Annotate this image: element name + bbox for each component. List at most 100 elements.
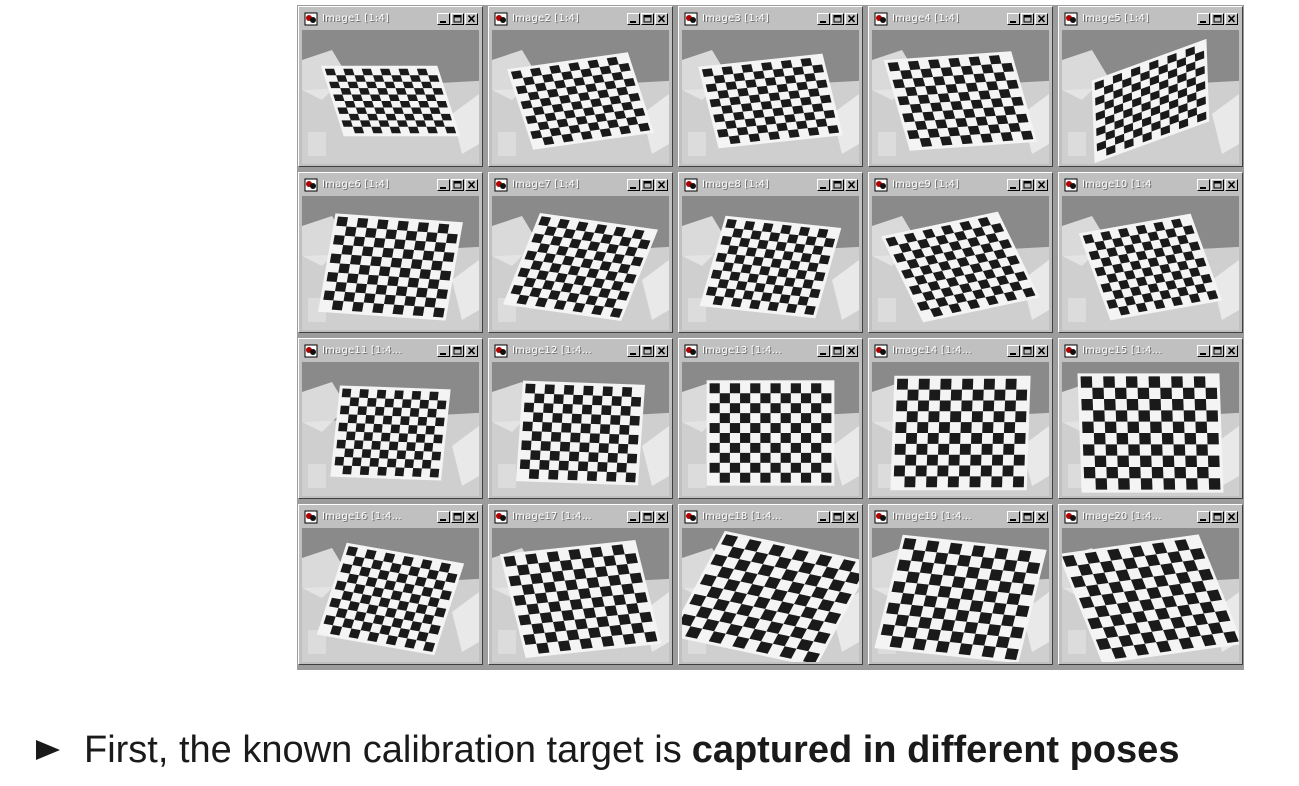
window-titlebar[interactable]: Image18 [1:4...	[681, 507, 860, 526]
minimize-button[interactable]	[1007, 12, 1020, 25]
close-button[interactable]	[845, 178, 858, 191]
close-button[interactable]	[655, 178, 668, 191]
image-window[interactable]: Image13 [1:4...	[678, 338, 863, 499]
close-button[interactable]	[655, 510, 668, 523]
image-window[interactable]: Image15 [1:4...	[1058, 338, 1243, 499]
image-window[interactable]: Image19 [1:4...	[868, 504, 1053, 665]
maximize-button[interactable]	[831, 344, 844, 357]
minimize-button[interactable]	[437, 12, 450, 25]
maximize-button[interactable]	[1021, 510, 1034, 523]
maximize-button[interactable]	[1211, 510, 1224, 523]
close-button[interactable]	[655, 12, 668, 25]
maximize-button[interactable]	[1021, 12, 1034, 25]
window-titlebar[interactable]: Image20 [1:4...	[1061, 507, 1240, 526]
window-titlebar[interactable]: Image12 [1:4...	[491, 341, 670, 360]
image-window[interactable]: Image6 [1:4]	[298, 172, 483, 333]
close-button[interactable]	[465, 344, 478, 357]
close-button[interactable]	[1225, 12, 1238, 25]
image-window[interactable]: Image5 [1:4]	[1058, 6, 1243, 167]
image-window[interactable]: Image12 [1:4...	[488, 338, 673, 499]
close-button[interactable]	[1225, 344, 1238, 357]
maximize-button[interactable]	[1211, 12, 1224, 25]
image-window[interactable]: Image7 [1:4]	[488, 172, 673, 333]
maximize-button[interactable]	[451, 12, 464, 25]
image-window[interactable]: Image9 [1:4]	[868, 172, 1053, 333]
minimize-button[interactable]	[1197, 12, 1210, 25]
window-titlebar[interactable]: Image1 [1:4]	[301, 9, 480, 28]
image-window[interactable]: Image14 [1:4...	[868, 338, 1053, 499]
close-button[interactable]	[1035, 178, 1048, 191]
minimize-button[interactable]	[817, 510, 830, 523]
close-button[interactable]	[465, 178, 478, 191]
image-window[interactable]: Image10 [1:4	[1058, 172, 1243, 333]
image-window[interactable]: Image17 [1:4...	[488, 504, 673, 665]
window-titlebar[interactable]: Image9 [1:4]	[871, 175, 1050, 194]
maximize-button[interactable]	[831, 12, 844, 25]
minimize-button[interactable]	[817, 178, 830, 191]
close-button[interactable]	[655, 344, 668, 357]
minimize-button[interactable]	[817, 12, 830, 25]
close-button[interactable]	[1035, 344, 1048, 357]
close-button[interactable]	[1035, 510, 1048, 523]
window-titlebar[interactable]: Image3 [1:4]	[681, 9, 860, 28]
close-button[interactable]	[465, 510, 478, 523]
close-button[interactable]	[1225, 178, 1238, 191]
minimize-button[interactable]	[817, 344, 830, 357]
maximize-button[interactable]	[641, 344, 654, 357]
image-window[interactable]: Image20 [1:4...	[1058, 504, 1243, 665]
window-titlebar[interactable]: Image11 [1:4...	[301, 341, 480, 360]
minimize-button[interactable]	[1197, 178, 1210, 191]
maximize-button[interactable]	[641, 12, 654, 25]
minimize-button[interactable]	[437, 178, 450, 191]
window-titlebar[interactable]: Image7 [1:4]	[491, 175, 670, 194]
maximize-button[interactable]	[641, 178, 654, 191]
image-window[interactable]: Image8 [1:4]	[678, 172, 863, 333]
maximize-button[interactable]	[451, 178, 464, 191]
window-titlebar[interactable]: Image16 [1:4...	[301, 507, 480, 526]
window-titlebar[interactable]: Image5 [1:4]	[1061, 9, 1240, 28]
minimize-button[interactable]	[1197, 510, 1210, 523]
close-button[interactable]	[845, 12, 858, 25]
maximize-button[interactable]	[1211, 178, 1224, 191]
maximize-button[interactable]	[831, 178, 844, 191]
window-titlebar[interactable]: Image6 [1:4]	[301, 175, 480, 194]
image-window[interactable]: Image2 [1:4]	[488, 6, 673, 167]
window-titlebar[interactable]: Image19 [1:4...	[871, 507, 1050, 526]
minimize-button[interactable]	[627, 12, 640, 25]
minimize-button[interactable]	[627, 344, 640, 357]
maximize-button[interactable]	[1021, 344, 1034, 357]
window-titlebar[interactable]: Image10 [1:4	[1061, 175, 1240, 194]
window-titlebar[interactable]: Image14 [1:4...	[871, 341, 1050, 360]
minimize-button[interactable]	[437, 344, 450, 357]
minimize-button[interactable]	[1007, 510, 1020, 523]
close-button[interactable]	[1225, 510, 1238, 523]
window-titlebar[interactable]: Image8 [1:4]	[681, 175, 860, 194]
minimize-button[interactable]	[627, 178, 640, 191]
maximize-button[interactable]	[451, 510, 464, 523]
maximize-button[interactable]	[641, 510, 654, 523]
maximize-button[interactable]	[831, 510, 844, 523]
image-window[interactable]: Image11 [1:4...	[298, 338, 483, 499]
window-titlebar[interactable]: Image15 [1:4...	[1061, 341, 1240, 360]
window-titlebar[interactable]: Image17 [1:4...	[491, 507, 670, 526]
window-titlebar[interactable]: Image2 [1:4]	[491, 9, 670, 28]
minimize-button[interactable]	[1007, 344, 1020, 357]
image-window[interactable]: Image16 [1:4...	[298, 504, 483, 665]
maximize-button[interactable]	[1211, 344, 1224, 357]
image-window[interactable]: Image1 [1:4]	[298, 6, 483, 167]
window-titlebar[interactable]: Image4 [1:4]	[871, 9, 1050, 28]
image-window[interactable]: Image18 [1:4...	[678, 504, 863, 665]
image-window[interactable]: Image4 [1:4]	[868, 6, 1053, 167]
minimize-button[interactable]	[437, 510, 450, 523]
minimize-button[interactable]	[627, 510, 640, 523]
close-button[interactable]	[845, 344, 858, 357]
maximize-button[interactable]	[451, 344, 464, 357]
image-window[interactable]: Image3 [1:4]	[678, 6, 863, 167]
close-button[interactable]	[845, 510, 858, 523]
minimize-button[interactable]	[1007, 178, 1020, 191]
minimize-button[interactable]	[1197, 344, 1210, 357]
close-button[interactable]	[465, 12, 478, 25]
window-titlebar[interactable]: Image13 [1:4...	[681, 341, 860, 360]
maximize-button[interactable]	[1021, 178, 1034, 191]
close-button[interactable]	[1035, 12, 1048, 25]
